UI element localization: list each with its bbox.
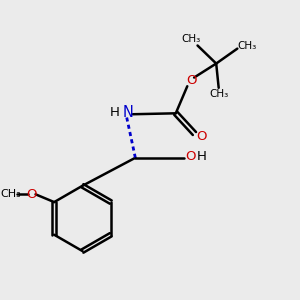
Text: H: H: [109, 106, 119, 119]
Text: CH₃: CH₃: [238, 40, 257, 50]
Text: O: O: [185, 150, 196, 163]
Text: O: O: [186, 74, 197, 87]
Text: CH₃: CH₃: [209, 89, 228, 99]
Text: CH₃: CH₃: [0, 189, 21, 199]
Text: H: H: [196, 150, 206, 163]
Text: O: O: [196, 130, 206, 142]
Text: N: N: [123, 105, 134, 120]
Text: CH₃: CH₃: [181, 34, 200, 44]
Text: O: O: [27, 188, 37, 201]
